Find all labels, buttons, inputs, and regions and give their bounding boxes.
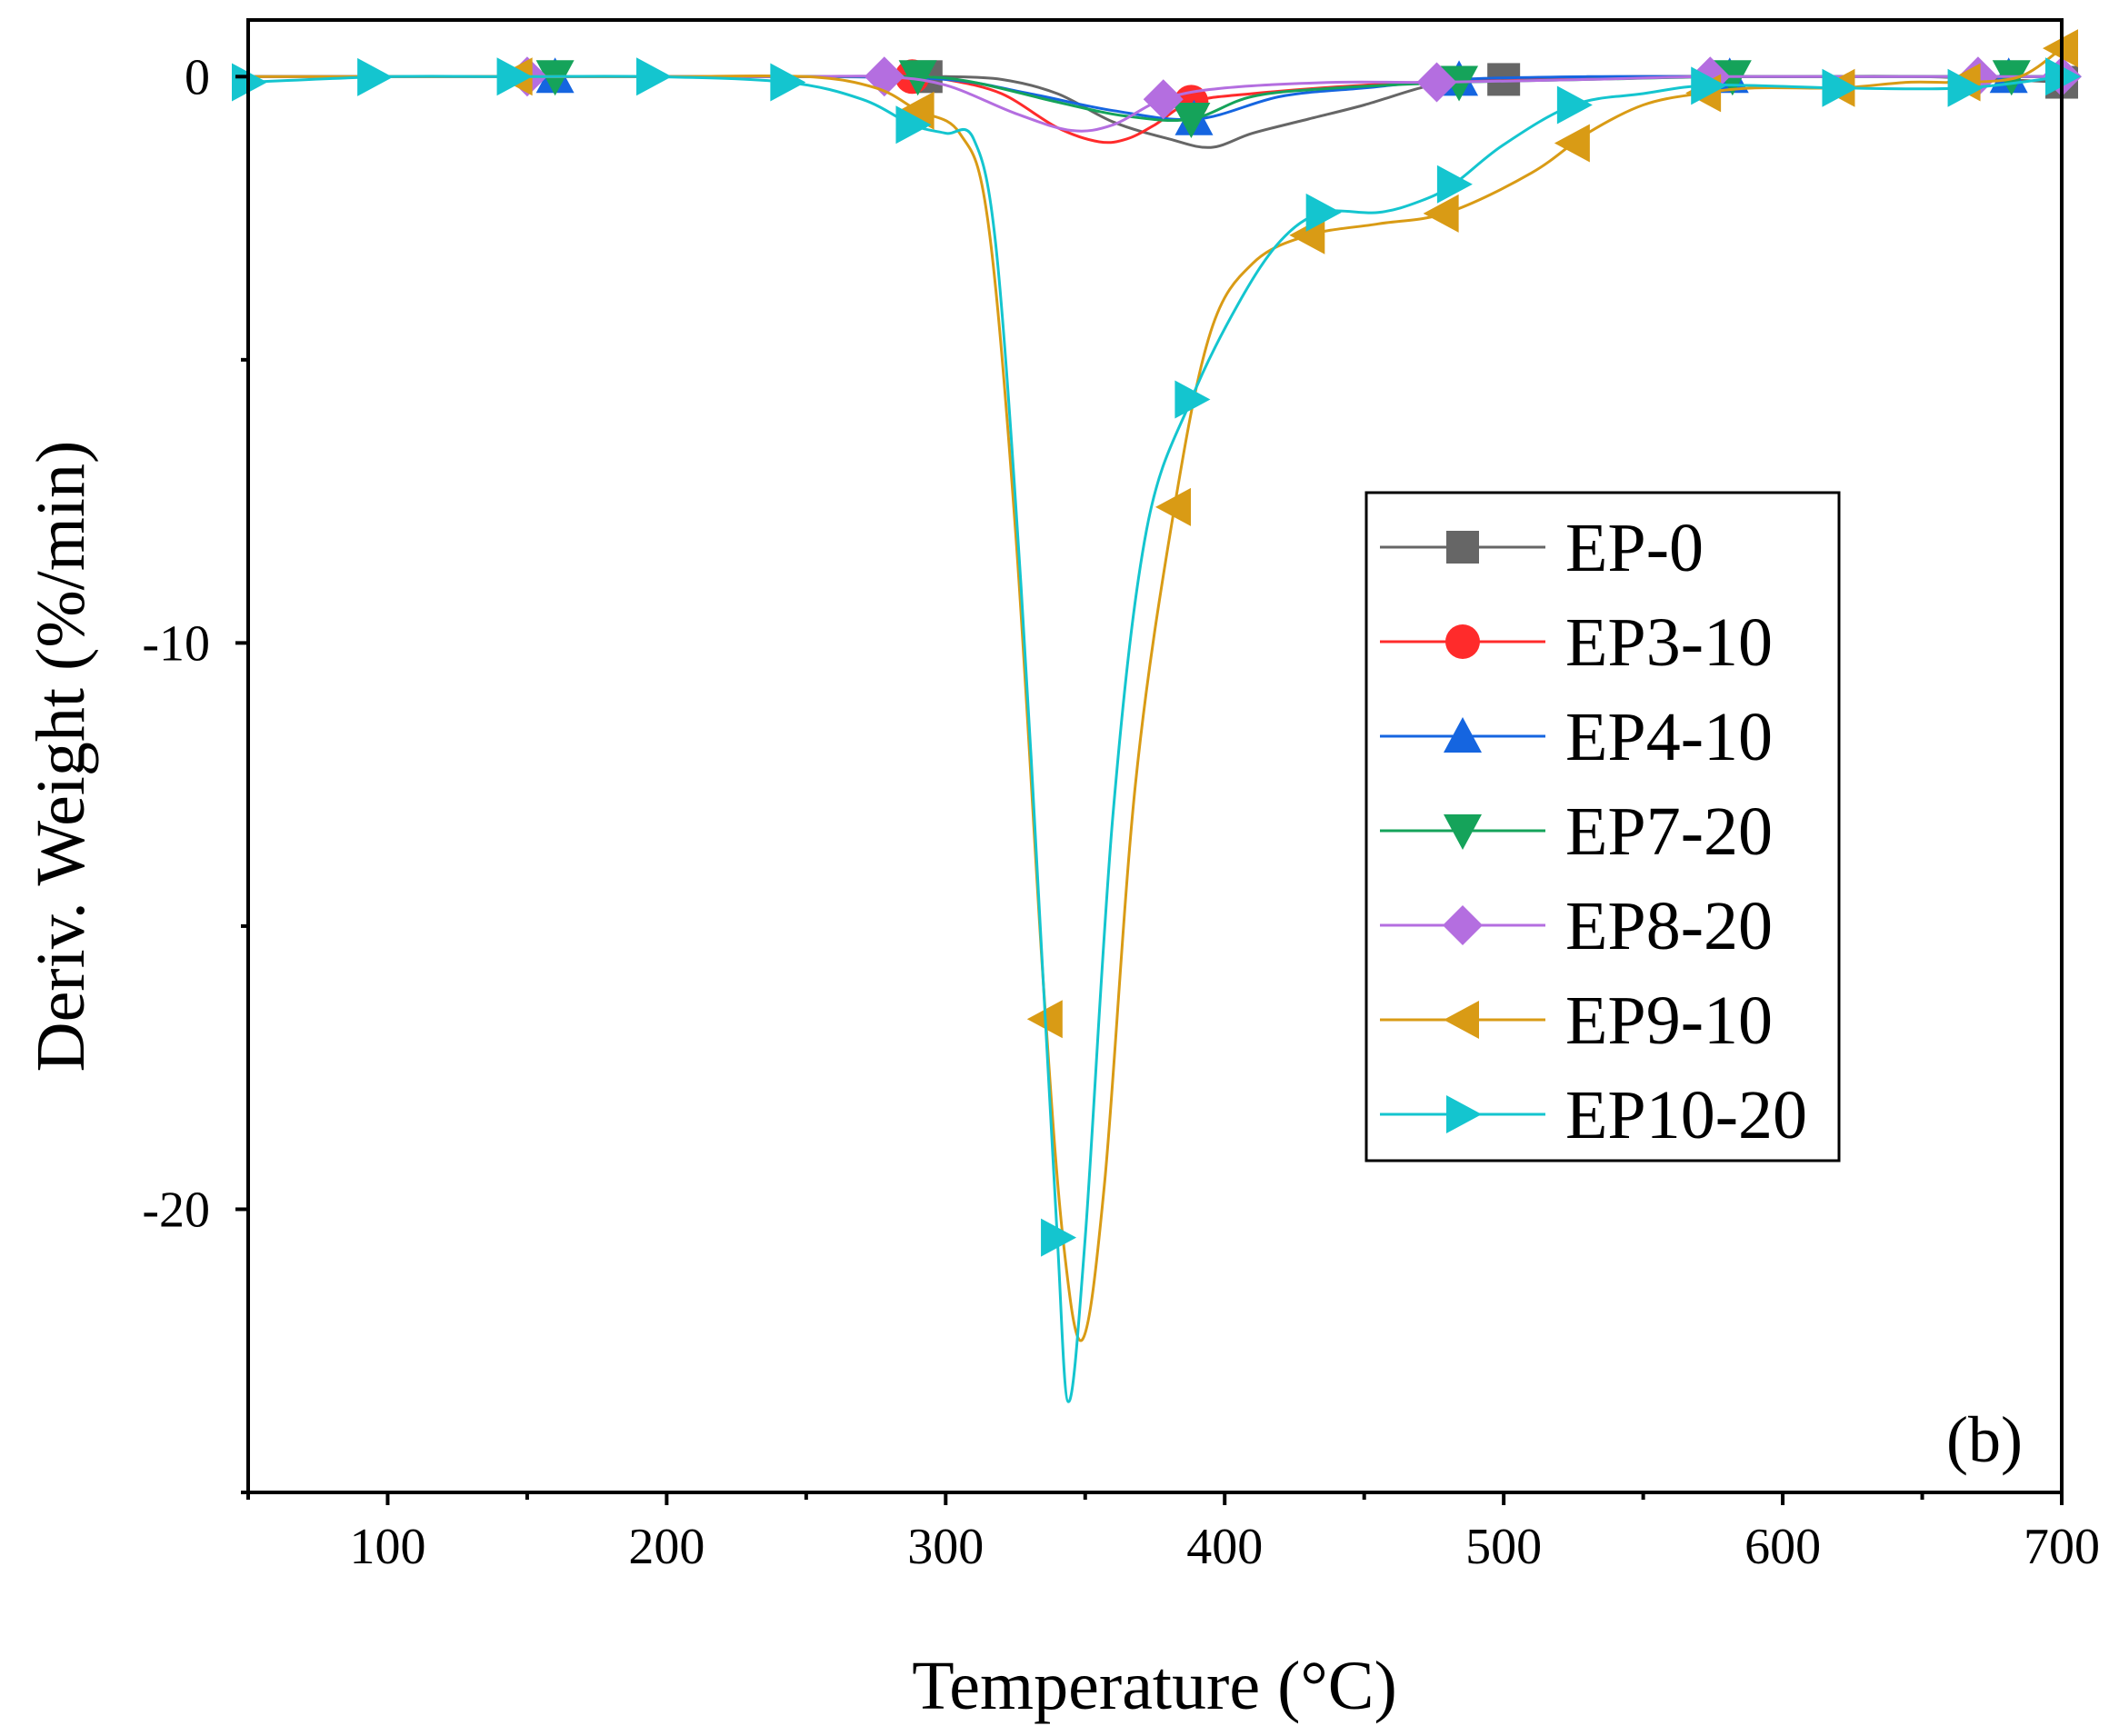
series-marker — [1822, 68, 1858, 107]
legend-label: EP9-10 — [1565, 983, 1773, 1059]
series-marker — [496, 57, 533, 96]
series-marker — [535, 60, 575, 96]
x-tick-label: 700 — [2024, 1519, 2100, 1575]
legend-label: EP10-20 — [1565, 1077, 1807, 1153]
series-marker — [770, 63, 806, 102]
legend-marker — [1444, 1001, 1479, 1039]
axes-layer — [246, 18, 2064, 1494]
series-marker — [1713, 60, 1752, 96]
legend-item: EP-0 — [1380, 510, 1704, 586]
legend: EP-0 EP3-10 EP4-10 EP7-20 EP8-20 EP9-10 EP10-2… — [1364, 491, 1841, 1162]
legend-label: EP7-20 — [1565, 793, 1773, 870]
series-marker — [898, 91, 935, 130]
series-line — [247, 75, 2063, 1403]
legend-item: EP10-20 — [1380, 1077, 1807, 1153]
series-marker — [357, 57, 394, 96]
legend-item: EP8-20 — [1380, 888, 1773, 964]
x-tick-label: 200 — [628, 1519, 705, 1575]
series-marker — [1143, 79, 1184, 120]
series-marker — [895, 105, 932, 145]
series-marker — [1436, 165, 1473, 204]
series-marker — [1416, 62, 1457, 103]
legend-label: EP-0 — [1565, 510, 1704, 586]
series-marker — [1174, 380, 1211, 419]
series-marker — [636, 57, 673, 96]
series-marker — [1440, 65, 1479, 102]
x-tick-label: 600 — [1744, 1519, 1821, 1575]
series-marker — [1947, 68, 1984, 107]
legend-label: EP8-20 — [1565, 888, 1773, 964]
legend-marker — [1446, 1095, 1482, 1133]
legend-marker — [1444, 814, 1482, 850]
legend-box — [1364, 491, 1841, 1162]
plot-frame — [246, 18, 2064, 1494]
series-marker — [1423, 194, 1459, 233]
series-marker — [898, 60, 937, 96]
x-tick-label: 100 — [349, 1519, 425, 1575]
panel-label: (b) — [1946, 1403, 2023, 1476]
x-axis-title: Temperature (°C) — [912, 1648, 1397, 1724]
x-tick-label: 500 — [1465, 1519, 1542, 1575]
series-marker — [1154, 487, 1191, 526]
legend-marker — [1443, 905, 1483, 945]
legend-label: EP3-10 — [1565, 604, 1773, 681]
series-marker — [1041, 1218, 1077, 1257]
legend-item: EP3-10 — [1380, 604, 1773, 681]
legend-marker — [1446, 531, 1479, 564]
series-marker — [1556, 85, 1593, 125]
y-axis-title: Deriv. Weight (%/min) — [23, 441, 99, 1073]
y-tick-label: -20 — [142, 1182, 210, 1238]
series-marker — [1554, 124, 1590, 163]
x-tick-label: 300 — [907, 1519, 984, 1575]
series-marker — [1172, 103, 1211, 139]
y-tick-label: -10 — [142, 615, 210, 672]
legend-marker — [1444, 717, 1482, 753]
series-marker — [1691, 66, 1727, 105]
ticks-layer: 100 200 300 400 500 600 700 0 -10 -20 — [142, 49, 2100, 1575]
series-line — [248, 46, 2063, 1342]
series-ep10-20 — [232, 57, 2081, 1403]
legend-item: EP4-10 — [1380, 699, 1773, 775]
legend-item: EP7-20 — [1380, 793, 1773, 870]
legend-marker — [1445, 624, 1480, 659]
x-tick-label: 400 — [1186, 1519, 1263, 1575]
legend-label: EP4-10 — [1565, 699, 1773, 775]
series-marker — [1305, 193, 1342, 232]
legend-item: EP9-10 — [1380, 983, 1773, 1059]
y-tick-label: 0 — [185, 49, 210, 105]
